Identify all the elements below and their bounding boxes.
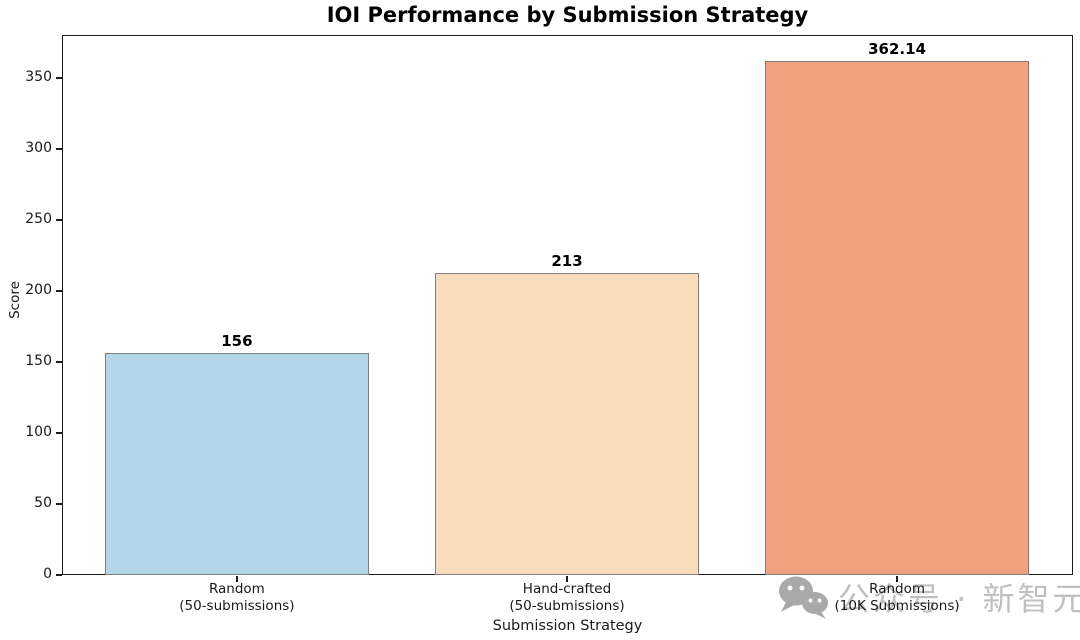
bar-value-label: 156	[221, 332, 253, 351]
watermark-text: 公众号 · 新智元	[838, 580, 1080, 618]
bar	[765, 60, 1030, 575]
y-tick-mark	[56, 77, 62, 79]
bar-value-label: 213	[551, 251, 583, 270]
x-axis-label: Submission Strategy	[492, 618, 643, 634]
y-tick-label: 150	[25, 352, 52, 369]
wechat-icon	[779, 576, 828, 619]
y-tick-label: 200	[25, 281, 52, 298]
y-tick-label: 100	[25, 423, 52, 440]
bar	[104, 353, 369, 575]
bar	[434, 272, 699, 575]
y-tick-mark	[56, 290, 62, 292]
y-tick-mark	[56, 574, 62, 576]
bar-value-label: 362.14	[868, 39, 927, 58]
y-tick-label: 250	[25, 210, 52, 227]
y-tick-label: 350	[25, 68, 52, 85]
x-tick-mark	[896, 576, 898, 582]
y-tick-mark	[56, 219, 62, 221]
x-tick-mark	[566, 576, 568, 582]
watermark: 公众号 · 新智元	[776, 574, 1080, 620]
y-tick-mark	[56, 148, 62, 150]
x-tick-label: Random (50-submissions)	[179, 581, 295, 614]
y-tick-label: 0	[43, 566, 52, 582]
y-tick-label: 300	[25, 139, 52, 156]
chart-title: IOI Performance by Submission Strategy	[326, 3, 809, 27]
x-tick-label: Random (10K Submissions)	[834, 581, 960, 614]
y-tick-mark	[56, 503, 62, 505]
y-tick-mark	[56, 432, 62, 434]
y-axis-label: Score	[7, 281, 23, 319]
y-tick-label: 50	[34, 494, 52, 511]
x-tick-mark	[236, 576, 238, 582]
x-tick-label: Hand-crafted (50-submissions)	[509, 581, 625, 614]
y-tick-mark	[56, 361, 62, 363]
